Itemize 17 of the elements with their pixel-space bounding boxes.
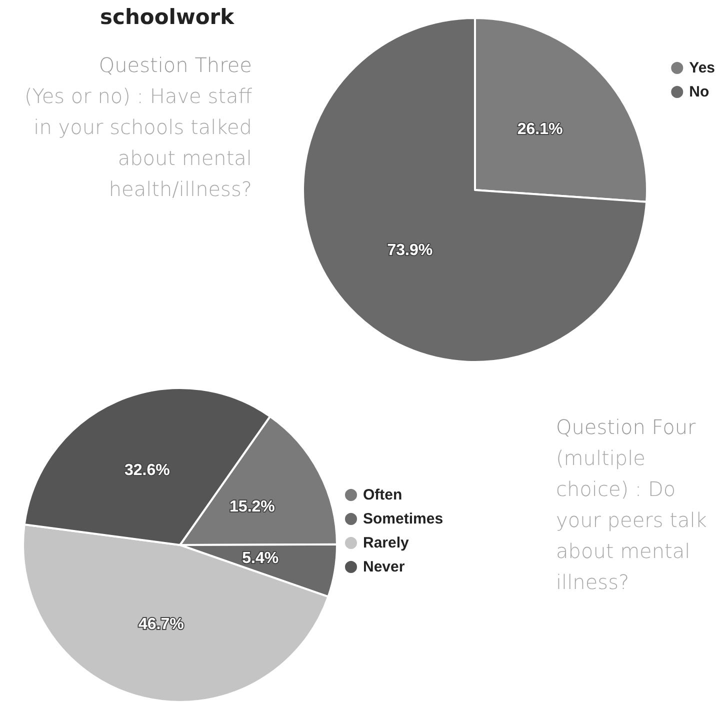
text: Question Three [98,52,252,79]
data-label: 15.2% [230,498,275,516]
legend-label: Yes [689,60,716,76]
data-label: 73.9% [387,242,433,260]
legend-label: Never [363,558,405,576]
data-label: 46.7% [138,616,184,633]
data-label: 32.6% [124,462,170,479]
text: schoolwork [100,5,234,29]
legend-label: Sometimes [363,510,444,528]
text: Question Four [556,414,697,441]
data-label: 5.4% [242,550,279,567]
legend-label: No [689,84,710,100]
data-label: 26.1% [517,120,563,138]
legend-label: Rarely [363,534,410,552]
text: (Yes or no) : Have staff in your schools talked about mental health/illness? [23,83,252,203]
legend-label: Often [363,486,402,504]
text: (multiple choice) : Do your peers talk about mental illness? [556,445,708,596]
